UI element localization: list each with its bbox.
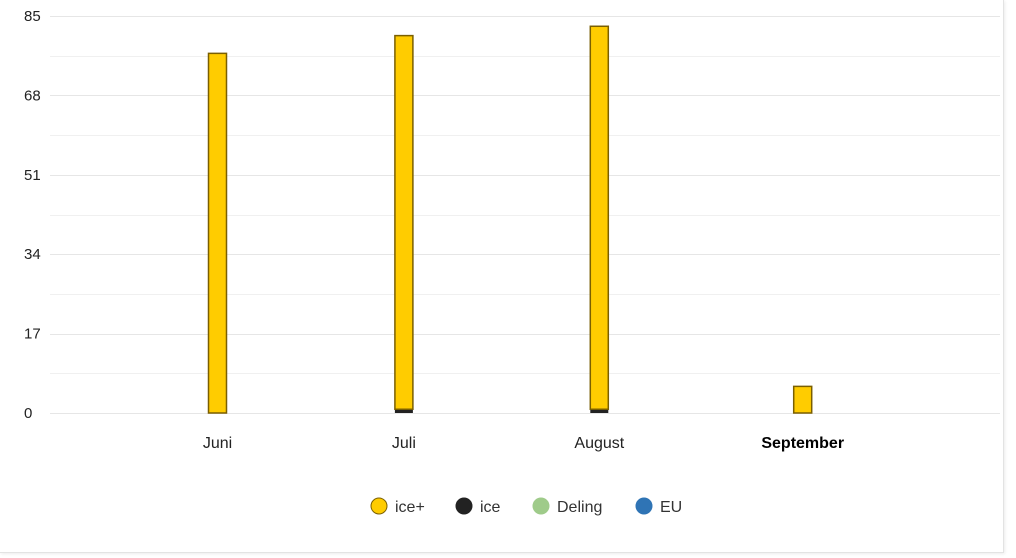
bar-ice-august[interactable] xyxy=(590,409,609,413)
chart-card: 0 17 34 51 68 85 Juni Juli August September ice+… xyxy=(0,0,1004,553)
bar-ice--august[interactable] xyxy=(589,25,610,411)
legend-item-deling[interactable]: Deling xyxy=(532,497,602,516)
legend-marker xyxy=(532,497,550,515)
bars xyxy=(207,25,813,414)
x-tick-label: August xyxy=(574,435,624,452)
legend-marker xyxy=(635,497,653,515)
grid-lines xyxy=(50,16,1000,414)
legend-label: ice+ xyxy=(395,499,425,516)
legend-item-eu[interactable]: EU xyxy=(635,497,682,516)
y-axis-ticks: 0 17 34 51 68 85 xyxy=(24,8,41,422)
x-tick-label: Juli xyxy=(392,435,416,452)
bar-ice--juli[interactable] xyxy=(394,34,414,411)
y-tick-label: 85 xyxy=(24,8,41,25)
bar-ice-juli[interactable] xyxy=(394,409,413,413)
legend-item-ice-[interactable]: ice+ xyxy=(370,497,425,516)
legend-marker xyxy=(455,497,473,515)
bar-ice--juni[interactable] xyxy=(207,52,228,414)
y-tick-label: 51 xyxy=(24,167,41,184)
y-tick-label: 68 xyxy=(24,87,41,104)
legend-label: ice xyxy=(480,499,501,516)
legend-label: EU xyxy=(660,499,682,516)
legend-label: Deling xyxy=(557,499,602,516)
x-axis-labels: Juni Juli August September xyxy=(203,435,844,452)
x-tick-label: Juni xyxy=(203,435,232,452)
legend-marker xyxy=(370,497,388,515)
y-tick-label: 34 xyxy=(24,246,41,263)
bar-chart: 0 17 34 51 68 85 Juni Juli August September ice+… xyxy=(24,8,1000,516)
y-tick-label: 0 xyxy=(24,405,32,422)
y-tick-label: 17 xyxy=(24,326,41,343)
legend[interactable]: ice+ ice Deling EU xyxy=(370,497,682,516)
legend-item-ice[interactable]: ice xyxy=(455,497,501,516)
x-tick-label: September xyxy=(761,435,844,452)
bar-ice--september[interactable] xyxy=(792,385,813,414)
